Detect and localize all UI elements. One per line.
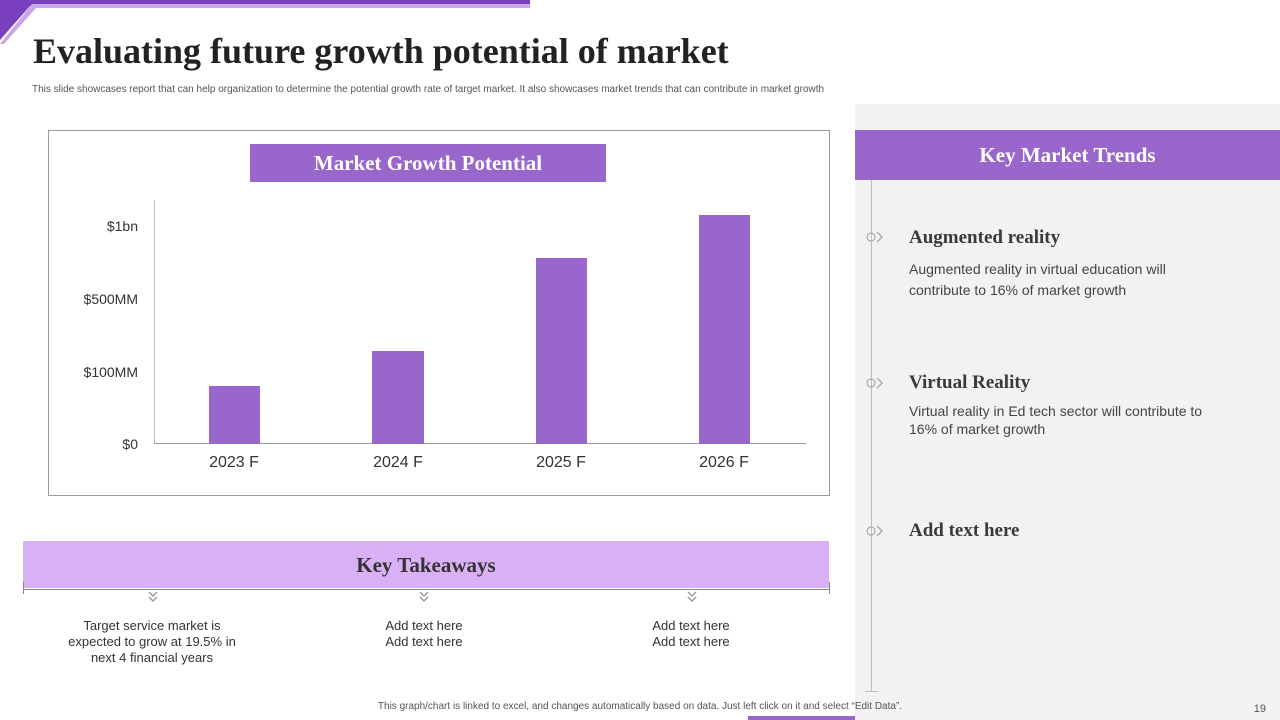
page-subtitle: This slide showcases report that can hel… xyxy=(32,84,825,95)
takeaway-line: Add text here xyxy=(385,618,463,633)
trends-header: Key Market Trends xyxy=(855,130,1280,180)
takeaway-text: Add text here Add text here xyxy=(344,618,504,650)
trend-heading: Add text here xyxy=(909,520,1020,541)
bar[interactable] xyxy=(536,258,587,444)
timeline-end xyxy=(865,691,878,692)
takeaway-line: Add text here xyxy=(652,618,730,633)
timeline-line xyxy=(871,180,872,692)
trend-heading: Augmented reality xyxy=(909,227,1061,248)
double-chevron-down-icon xyxy=(419,591,429,602)
x-tick-label: 2026 F xyxy=(699,454,749,471)
y-tick-label: $1bn xyxy=(106,218,138,234)
y-axis-line xyxy=(154,200,155,444)
chart-title: Market Growth Potential xyxy=(250,144,606,182)
takeaway-text: Target service market is expected to gro… xyxy=(52,618,252,666)
takeaway-line: Target service market is xyxy=(83,618,221,633)
trend-heading: Virtual Reality xyxy=(909,372,1031,393)
takeaway-line: Add text here xyxy=(652,634,730,649)
takeaways-header: Key Takeaways xyxy=(23,541,829,588)
trend-description: Virtual reality in Ed tech sector will c… xyxy=(909,403,1203,437)
takeaways-divider-end xyxy=(23,582,24,594)
timeline-chevron-icon xyxy=(866,231,883,243)
trend-description: Augmented reality in virtual education w… xyxy=(909,261,1166,298)
page-number: 19 xyxy=(1253,703,1266,715)
takeaway-text: Add text here Add text here xyxy=(611,618,771,650)
bottom-accent-bar xyxy=(748,716,855,720)
x-tick-label: 2025 F xyxy=(536,454,586,471)
bar[interactable] xyxy=(372,351,424,444)
bar[interactable] xyxy=(209,386,260,444)
y-tick-label: $0 xyxy=(122,436,138,452)
footer-note: This graph/chart is linked to excel, and… xyxy=(377,701,903,712)
corner-decoration xyxy=(0,0,530,44)
takeaways-divider xyxy=(23,589,829,590)
takeaway-line: Add text here xyxy=(385,634,463,649)
x-tick-label: 2023 F xyxy=(209,454,259,471)
timeline-chevron-icon xyxy=(866,525,883,537)
x-tick-label: 2024 F xyxy=(373,454,423,471)
x-axis-line xyxy=(154,443,806,444)
takeaways-divider-end xyxy=(829,582,830,594)
page-title: Evaluating future growth potential of ma… xyxy=(33,31,729,71)
takeaway-line: expected to grow at 19.5% in xyxy=(68,634,236,649)
takeaway-line: next 4 financial years xyxy=(90,650,214,665)
bar[interactable] xyxy=(699,215,750,444)
double-chevron-down-icon xyxy=(148,591,158,602)
y-tick-label: $500MM xyxy=(83,291,138,307)
timeline-chevron-icon xyxy=(866,377,883,389)
double-chevron-down-icon xyxy=(687,591,697,602)
y-tick-label: $100MM xyxy=(83,364,138,380)
trends-panel xyxy=(855,104,1280,720)
